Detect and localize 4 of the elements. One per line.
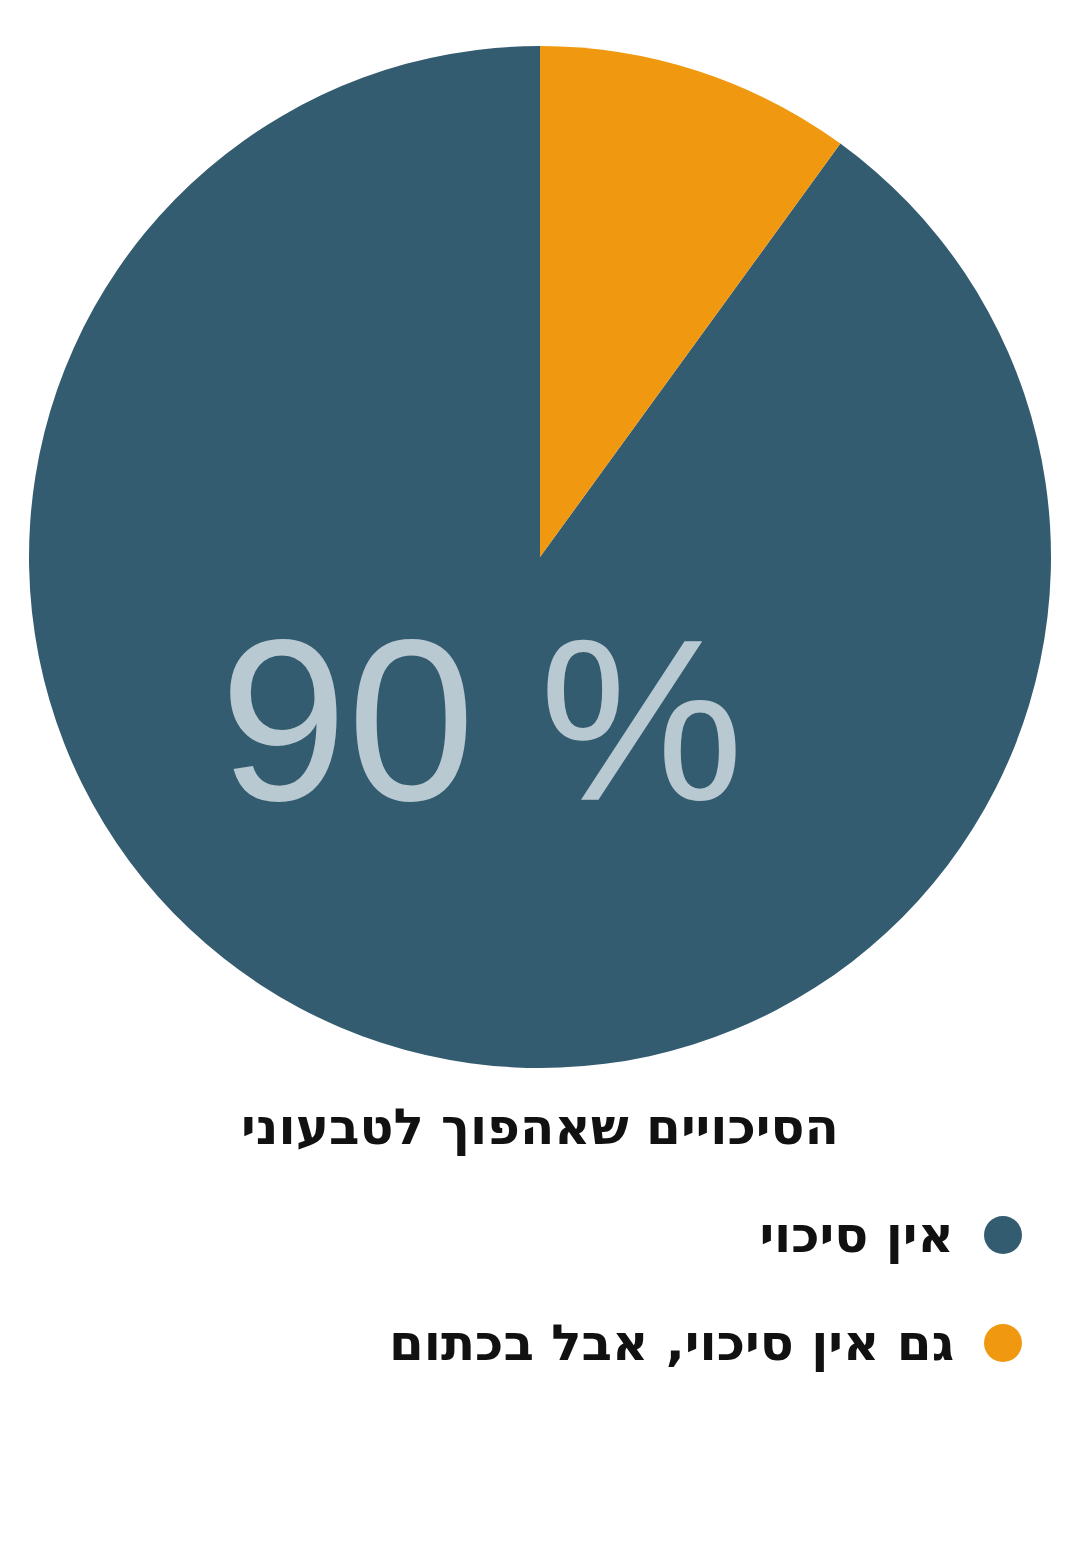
text: הסיכויים שאהפוך לטבעוני [240,1098,840,1156]
legend-label: גם אין סיכוי, אבל בכתום [388,1314,954,1372]
legend-label: אין סיכוי [759,1206,954,1264]
data-label: 90 % [219,592,744,850]
